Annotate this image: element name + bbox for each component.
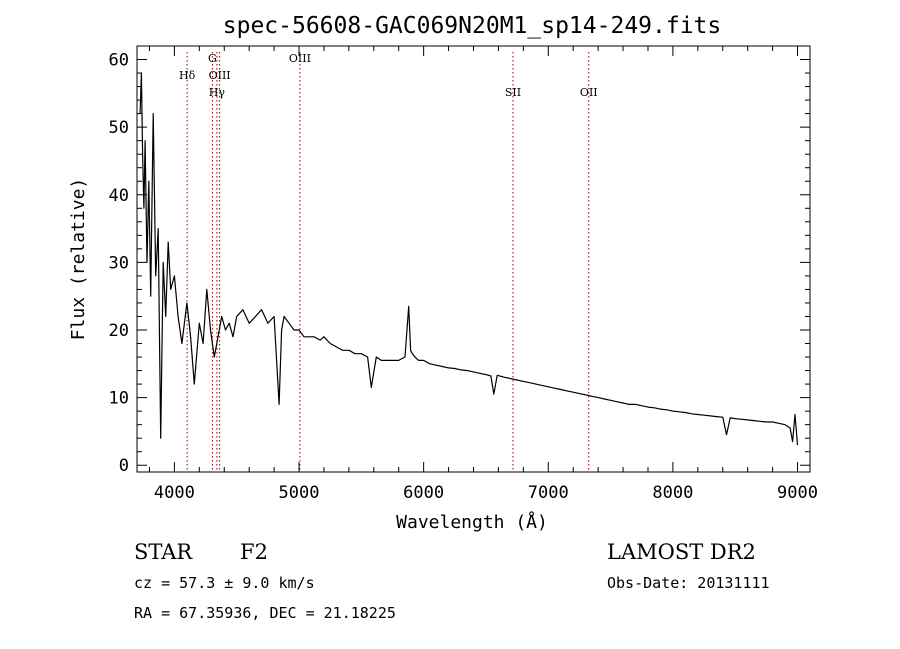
object-subclass: F2 — [240, 540, 268, 564]
y-tick-label: 20 — [109, 321, 129, 341]
spectrum-line — [139, 72, 799, 446]
y-tick-label: 40 — [109, 186, 129, 206]
redshift-value: cz = 57.3 ± 9.0 km/s — [134, 574, 315, 592]
y-tick-label: 60 — [109, 51, 129, 71]
x-tick-label: 4000 — [154, 483, 195, 503]
emission-line-label: Hγ — [209, 86, 226, 99]
emission-line-label: SII — [505, 86, 521, 99]
emission-line-label: OIII — [209, 69, 231, 82]
x-tick-label: 6000 — [403, 483, 444, 503]
y-axis-ticks: 0 10 20 30 40 50 60 — [109, 51, 810, 476]
emission-line-label: OIII — [289, 52, 311, 65]
x-tick-label: 8000 — [652, 483, 693, 503]
y-axis-label: Flux (relative) — [68, 178, 89, 341]
chart-title: spec-56608-GAC069N20M1_sp14-249.fits — [223, 13, 722, 39]
x-axis-label: Wavelength (Å) — [396, 511, 548, 533]
y-tick-label: 30 — [109, 253, 129, 273]
x-tick-label: 7000 — [528, 483, 569, 503]
x-tick-label: 5000 — [279, 483, 320, 503]
emission-line-label: G — [208, 52, 217, 65]
plot-frame — [136, 45, 811, 473]
emission-lines: Hδ G OIII Hγ OIII SII OII — [179, 52, 598, 472]
y-tick-label: 10 — [109, 389, 129, 409]
emission-line-label: OII — [580, 86, 598, 99]
object-class: STAR — [134, 540, 193, 564]
survey-name: LAMOST DR2 — [607, 540, 756, 564]
coordinates: RA = 67.35936, DEC = 21.18225 — [134, 604, 396, 622]
x-tick-label: 9000 — [777, 483, 818, 503]
x-axis-ticks: 4000 5000 6000 7000 8000 9000 — [148, 46, 818, 503]
observation-date: Obs-Date: 20131111 — [607, 574, 770, 592]
y-tick-label: 50 — [109, 118, 129, 138]
emission-line-label: Hδ — [179, 69, 196, 82]
y-tick-label: 0 — [119, 456, 129, 476]
